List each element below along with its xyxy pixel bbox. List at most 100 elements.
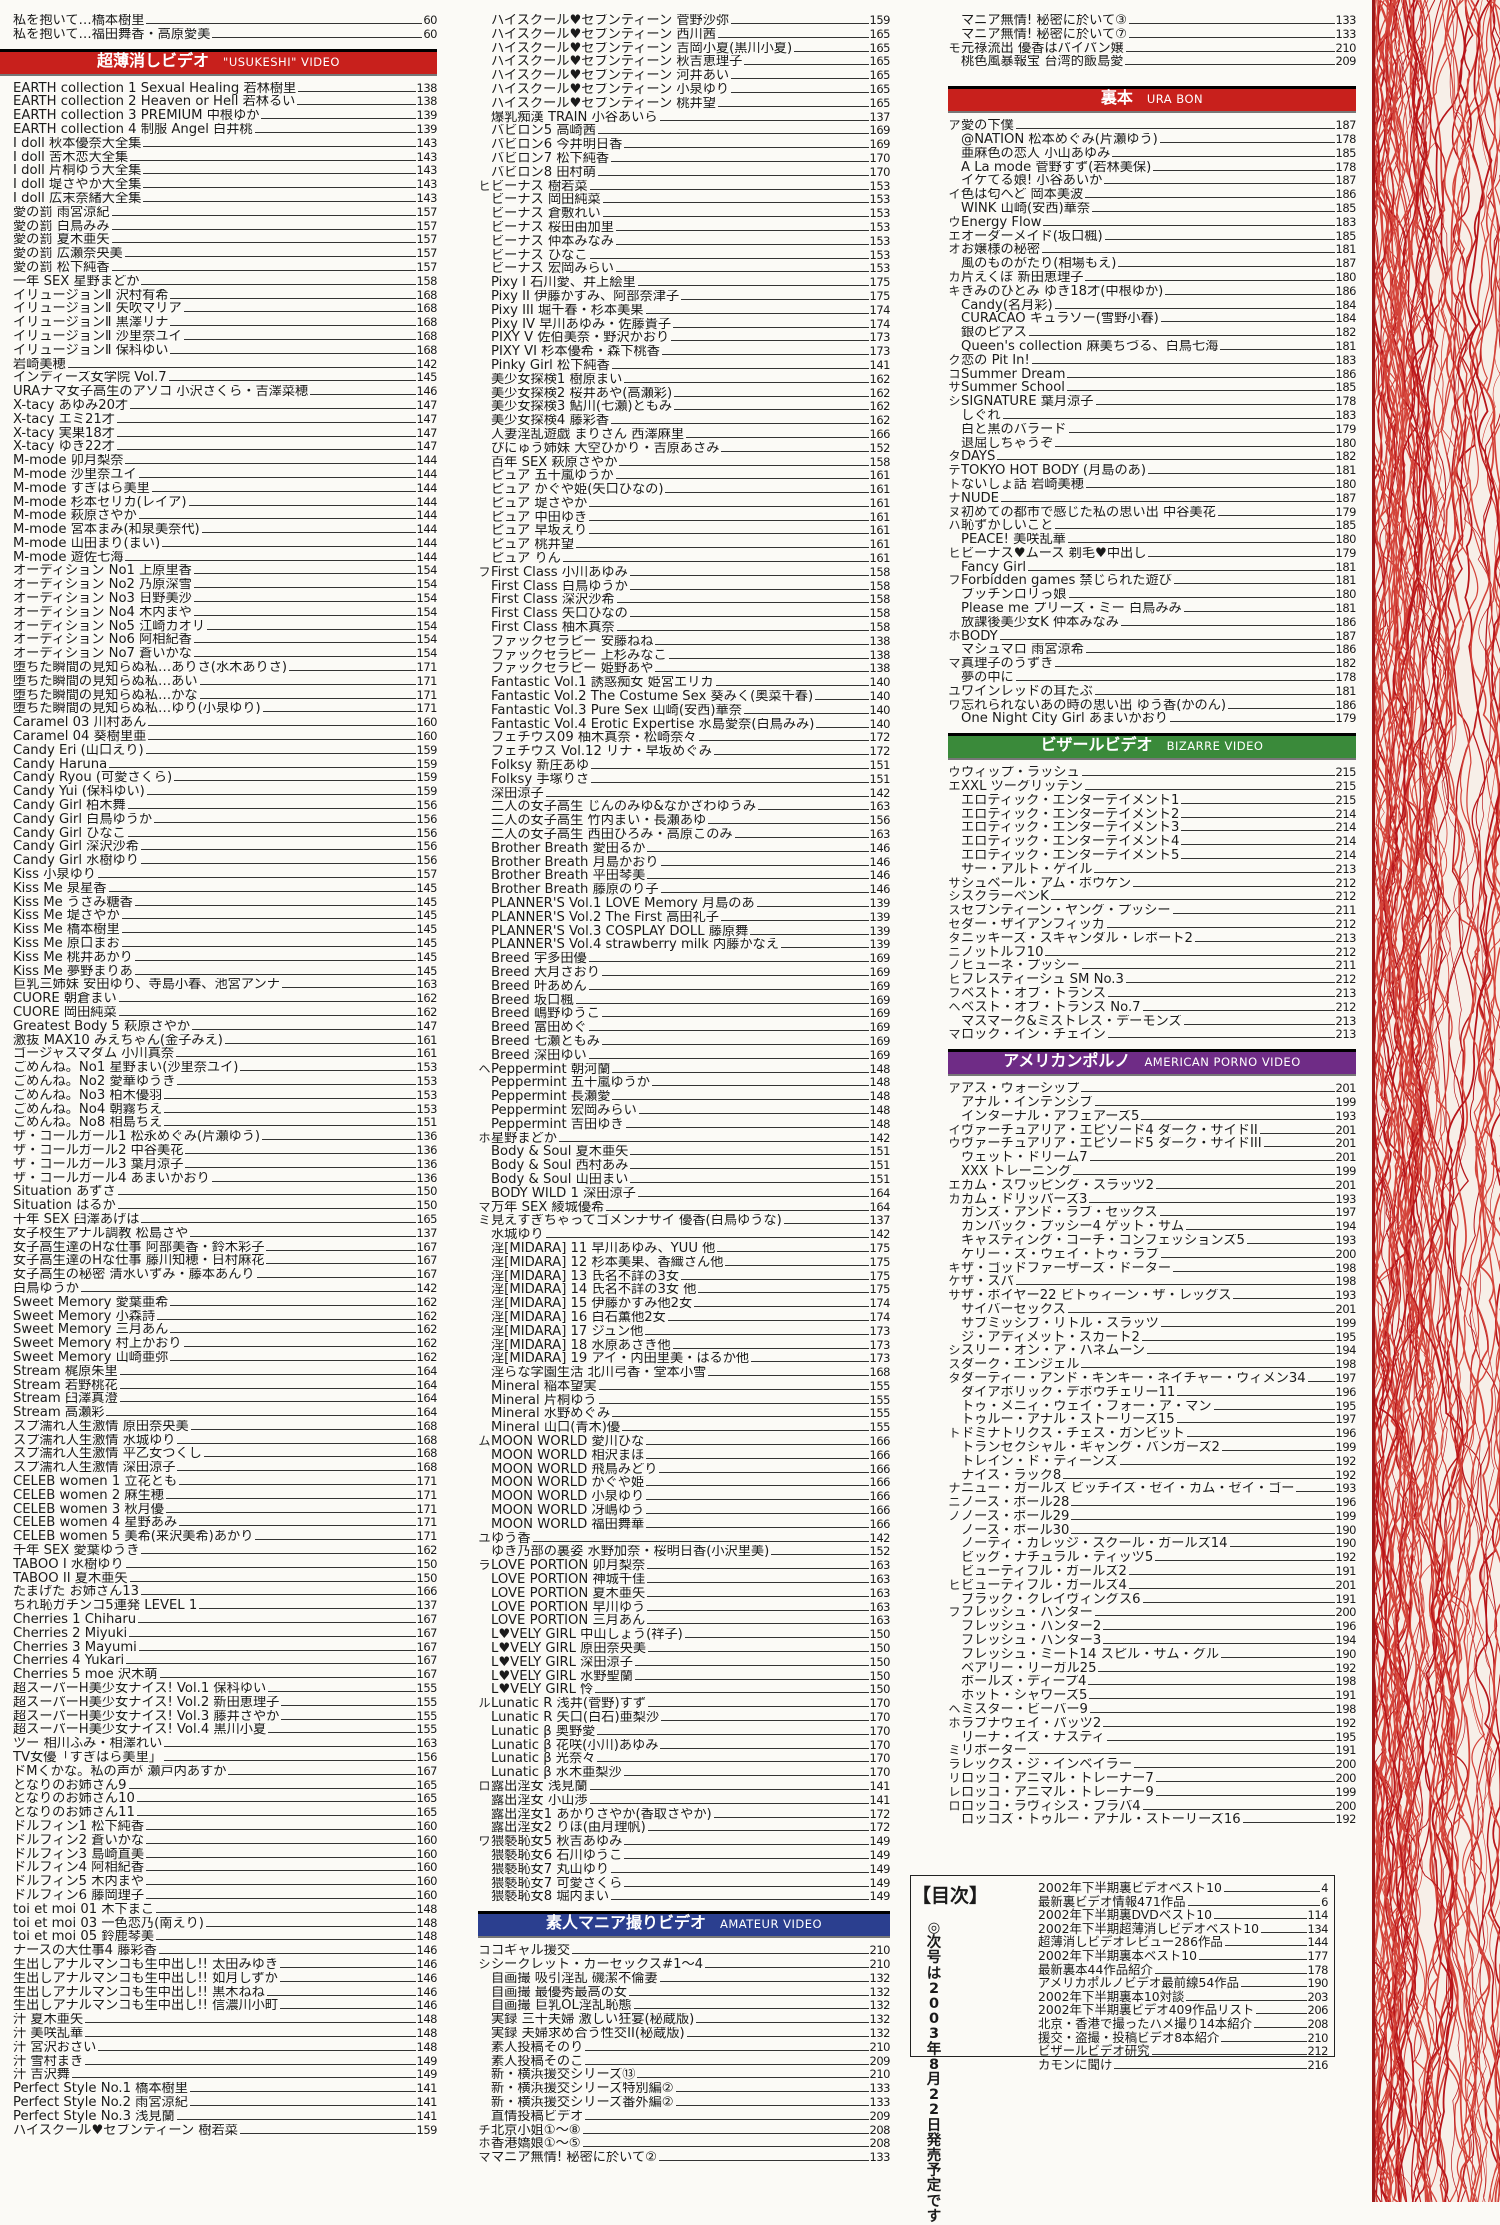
item-title: 淫[MIDARA] 19 アイ・内田里美・はるか他 [491,1352,750,1367]
list-item: エオーダーメイド(坂口楓) 185 [948,229,1356,244]
page-number: 179 [1335,545,1357,560]
leader-dots [1071,1518,1335,1520]
page-number: 132 [869,2025,891,2040]
leader-dots [606,1209,869,1211]
index-kana: ロ [948,1798,961,1813]
item-title: Breed 坂口楓 [491,993,574,1008]
item-title: L♥VELY GIRL 水野聖蘭 [491,1669,633,1684]
section-title-en: AMATEUR VIDEO [719,1917,823,1932]
page-number: 187 [1335,173,1357,188]
list-item: トないしょ話 岩崎美穂 180 [948,477,1356,492]
list-item: フフレッシュ・ハンター 200 [948,1606,1356,1620]
leader-dots [1186,1436,1335,1438]
leader-dots [158,1953,416,1955]
page-number: 146 [869,854,891,869]
item-title: 露出淫女2 りほ(由月理帆) [491,1821,646,1836]
item-title: Breed 七瀬ともみ [491,1034,600,1049]
list-item: ク恋の Pit In! 183 [948,353,1356,368]
leader-dots [1128,23,1335,24]
leader-dots [1001,500,1335,502]
page-number: 210 [869,2039,891,2054]
leader-dots [582,2132,869,2134]
list-item: ビーナス 岡田純菜 153 [478,193,891,207]
page-number: 168 [416,1446,438,1461]
leader-dots [658,2160,869,2162]
list-item: toi et moi 01 木下まこ 148 [0,1902,438,1917]
item-title: ビーナス 宏岡みらい [491,262,614,277]
list-item: ピュア 中田ゆき 161 [478,510,891,525]
leader-dots [179,1525,416,1527]
leader-dots [1114,2067,1307,2069]
leader-dots [1296,1491,1335,1493]
list-item: Kiss 小泉ゆり 157 [0,867,438,882]
leader-dots [1104,238,1335,240]
leader-dots [601,974,869,976]
page-number: 215 [1335,765,1357,780]
item-title: 自画撮 最優秀最高の女 [491,1985,628,2000]
page-number: 159 [869,13,891,27]
leader-dots [1067,376,1335,378]
item-title: Brother Breath 月島かおり [491,855,659,870]
list-item: ピュア 堤さやか 161 [478,496,891,511]
toc-item-page: 4 [1321,1881,1328,1895]
leader-dots [141,1553,416,1555]
leader-dots [129,1580,416,1582]
page-number: 214 [1335,820,1357,835]
leader-dots [1186,1999,1307,2001]
list-item: ドルフィン6 藤岡理子 160 [0,1888,438,1903]
page-number: 161 [869,537,891,552]
list-item: ハイスクール♥セブンティーン 秋吉恵理子 165 [478,55,891,69]
leader-dots [111,214,416,216]
leader-dots [616,630,869,632]
toc-item: アメリカポルノビデオ最前線54作品 190 [1038,1976,1329,1990]
section-title: ビザールビデオ [1040,735,1153,755]
list-item: スプ濡れ人生激情 水城ゆり 168 [0,1433,438,1448]
item-title: 万年 SEX 綾城優希 [491,1200,605,1215]
list-item: オーディション No6 阿相紀香 154 [0,633,438,647]
page-number: 153 [869,247,891,262]
item-title: 星野まどか [491,1131,557,1146]
leader-dots [629,616,869,618]
index-kana: マ [478,1199,491,1214]
item-title: ビューティフル・ガールズ2 [961,1565,1127,1579]
page-number: 144 [416,549,438,564]
leader-dots [170,1332,416,1334]
item-title: バビロン6 今井明日香 [491,138,623,152]
page-number: 201 [1335,1177,1357,1192]
page-number: 170 [869,1710,891,1725]
item-title: Cherries 3 Mayumi [13,1640,137,1655]
list-item: Perfect Style No.1 橋本樹里 141 [0,2081,438,2096]
leader-dots [279,1980,416,1982]
list-item: 一年 SEX 星野まどか 158 [0,274,438,289]
item-title: Folksy 手塚りさ [491,772,590,787]
item-title: X-tacy あゆみ20才 [13,398,129,413]
item-title: ファックセラピー 上杉みなこ [491,648,667,663]
section-gap [948,69,1356,79]
list-item: ザ・コールガール4 あまいかおり 136 [0,1171,438,1186]
leader-dots [1108,996,1335,997]
page-number: 150 [869,1682,891,1697]
item-title: Stream 若野桃花 [13,1378,118,1393]
item-title: 汁 宮沢おさい [13,2040,97,2055]
leader-dots [143,187,416,189]
leader-dots [1181,844,1335,846]
item-title: トゥ・メニィ・ウェイ・フォー・ア・マン [961,1399,1212,1414]
list-item: A La mode 菅野すず(若林美保) 178 [948,160,1357,175]
list-item: ビューティフル・ガールズ2 191 [948,1564,1357,1579]
leader-dots [1085,652,1335,654]
leader-dots [1063,1477,1335,1479]
leader-dots [188,504,416,506]
list-item: 亜麻色の恋人 小山あゆみ 185 [948,146,1357,161]
leader-dots [686,436,869,438]
leader-dots [659,119,869,121]
page-number: 174 [869,1296,891,1311]
page-number: 175 [869,1282,891,1297]
leader-dots [1094,871,1335,873]
item-title: Summer School [961,381,1065,396]
leader-dots [1142,1009,1335,1011]
item-title: ちれ恥ガチンコ5連発 LEVEL 1 [13,1599,198,1614]
list-item: MOON WORLD 冴嶋ゆう 166 [478,1503,891,1518]
leader-dots [997,459,1335,461]
page-number: 162 [416,1294,438,1309]
page-number: 169 [869,1020,891,1035]
